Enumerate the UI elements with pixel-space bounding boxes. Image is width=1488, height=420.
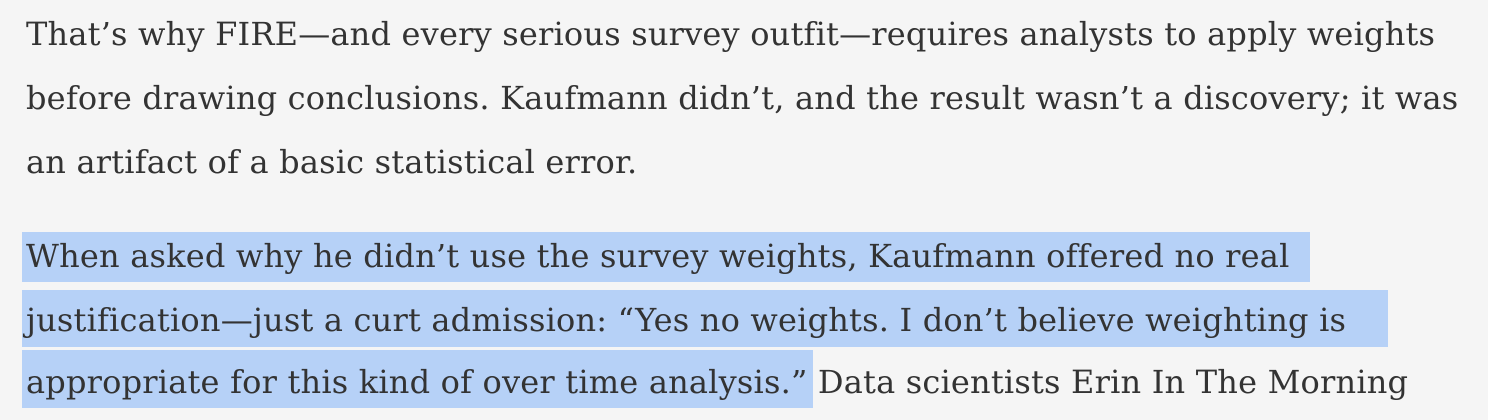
paragraph-1-line-3: an artifact of a basic statistical error… <box>26 143 638 181</box>
paragraph-1-line-2: before drawing conclusions. Kaufmann did… <box>26 79 1459 117</box>
paragraph-1-line-1: That’s why FIRE—and every serious survey… <box>26 15 1436 53</box>
paragraph-2-line-1: When asked why he didn’t use the survey … <box>26 237 1290 275</box>
selected-text-end: appropriate for this kind of over time a… <box>26 363 808 401</box>
selection-highlight-line1 <box>22 232 1310 282</box>
paragraph-2-line-3: appropriate for this kind of over time a… <box>26 366 1408 398</box>
selection-highlight-line2 <box>22 290 1388 347</box>
paragraph-2-line-2: justification—just a curt admission: “Ye… <box>26 301 1347 339</box>
unselected-text: Data scientists Erin In The Morning <box>807 363 1409 401</box>
selection-highlight-line3 <box>22 350 813 408</box>
